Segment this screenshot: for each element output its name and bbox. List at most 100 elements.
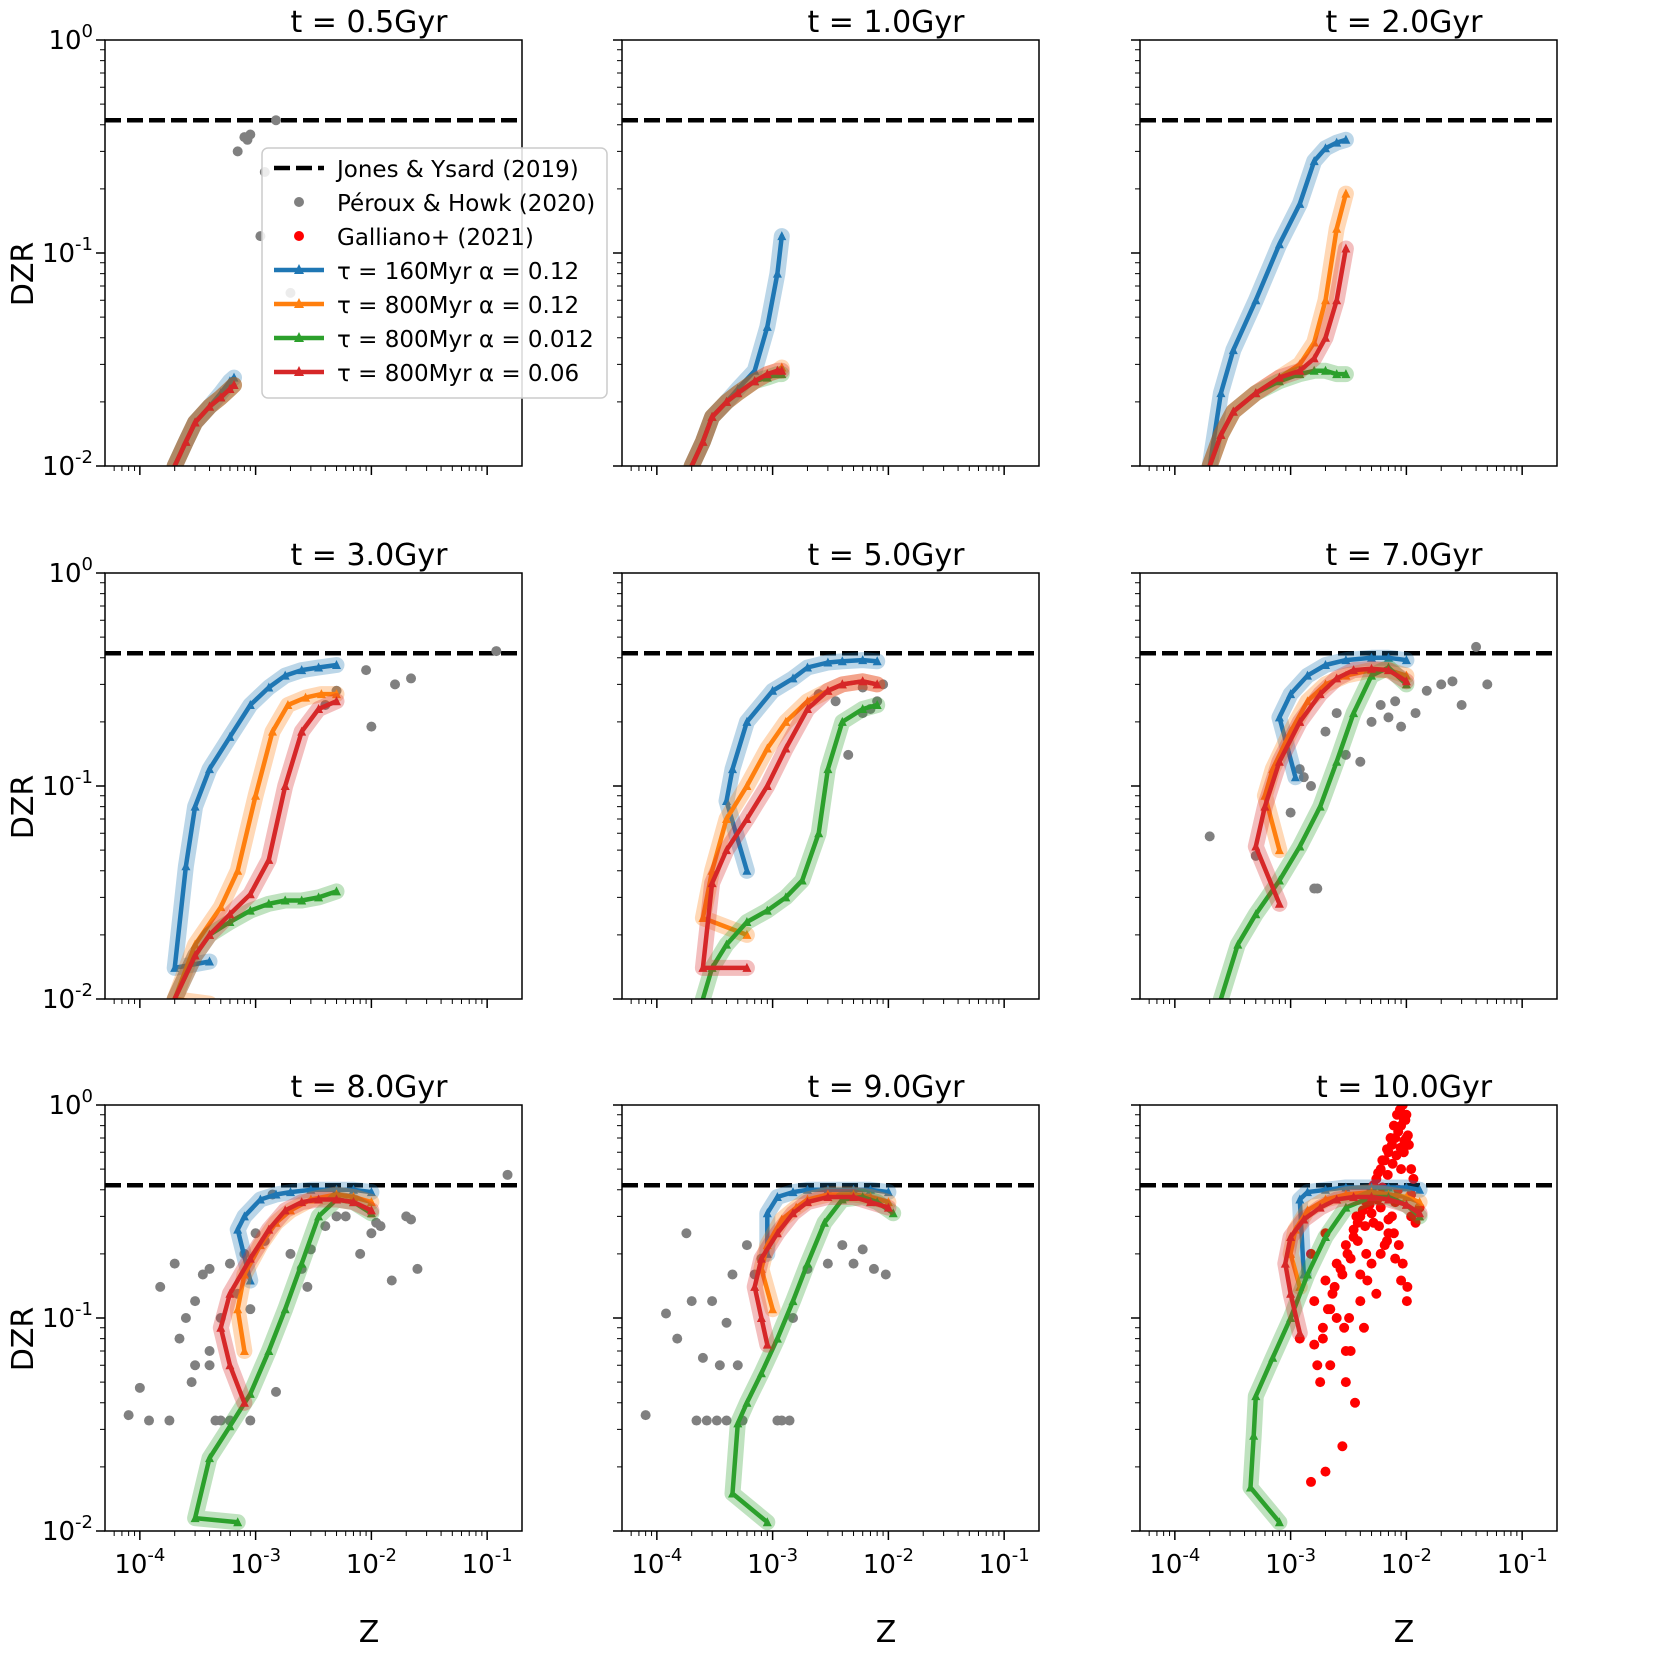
galliano-point — [1339, 1322, 1350, 1333]
peroux-point — [331, 1211, 342, 1222]
peroux-point — [741, 1240, 752, 1251]
peroux-point — [1340, 749, 1351, 760]
galliano-point — [1390, 1253, 1401, 1264]
legend-label: Galliano+ (2021) — [337, 225, 534, 251]
series-marker — [772, 1333, 782, 1343]
series-marker — [823, 1184, 833, 1194]
series-marker — [849, 1192, 858, 1201]
galliano-point — [1355, 1269, 1366, 1280]
series-marker — [1349, 1192, 1359, 1201]
series-marker — [190, 1513, 200, 1523]
series-marker — [1216, 429, 1226, 439]
galliano-point — [1397, 1105, 1408, 1110]
series-marker — [1332, 369, 1342, 379]
galliano-point — [1306, 1248, 1317, 1259]
series-marker — [1367, 1192, 1376, 1201]
series-marker — [314, 1194, 324, 1204]
x-tick-label: 10-1 — [1497, 1545, 1548, 1580]
series-marker — [251, 790, 261, 800]
series-marker — [823, 1192, 833, 1201]
series-marker — [297, 665, 307, 675]
peroux-point — [250, 1228, 261, 1239]
series-marker — [332, 689, 341, 699]
x-tick-exponent: -2 — [1414, 1545, 1432, 1566]
panel — [1131, 39, 1558, 475]
series-marker — [172, 994, 178, 999]
panel-title: t = 9.0Gyr — [807, 1070, 965, 1105]
peroux-point — [691, 1415, 702, 1426]
peroux-point — [164, 1415, 175, 1426]
series-marker — [1321, 143, 1330, 153]
series-marker — [803, 704, 812, 713]
series-marker — [239, 1346, 249, 1355]
series-marker — [866, 1184, 875, 1194]
series-marker — [349, 1192, 358, 1201]
y-tick-label: 10-1 — [42, 1299, 93, 1334]
series-marker — [366, 1187, 376, 1197]
series-marker — [205, 1453, 214, 1463]
series-marker — [742, 1397, 752, 1407]
plot-area — [1140, 1105, 1557, 1531]
peroux-point — [1421, 685, 1432, 696]
peroux-point — [502, 1169, 513, 1180]
series-marker — [280, 1304, 290, 1314]
peroux-point — [1312, 883, 1323, 894]
peroux-point — [1294, 764, 1305, 775]
galliano-point — [1366, 1208, 1377, 1219]
panel-title: t = 1.0Gyr — [807, 5, 965, 40]
series-error-band — [1212, 659, 1415, 999]
plot-area — [622, 1181, 1039, 1531]
peroux-point — [406, 1214, 417, 1225]
plot-frame — [1139, 39, 1558, 467]
series-marker — [1341, 1202, 1351, 1212]
peroux-point — [686, 1296, 697, 1307]
x-tick-label: 10-2 — [1381, 1545, 1432, 1580]
series-marker — [286, 1187, 295, 1197]
peroux-point — [714, 1360, 725, 1371]
peroux-point — [1375, 700, 1386, 711]
x-tick-exponent: -3 — [780, 1545, 798, 1566]
series-marker — [190, 950, 200, 960]
series-marker — [366, 1205, 376, 1215]
series-error-band — [166, 693, 345, 999]
series-marker — [264, 1224, 274, 1234]
peroux-point — [721, 1415, 732, 1426]
x-tick-exponent: -1 — [495, 1545, 513, 1566]
series-marker — [1233, 939, 1243, 949]
x-tick-exponent: -2 — [379, 1545, 397, 1566]
peroux-point — [190, 1296, 201, 1307]
series-marker — [1251, 295, 1261, 305]
series-marker — [888, 1208, 898, 1218]
series-marker — [803, 1197, 812, 1207]
series-marker — [823, 657, 833, 667]
y-tick-exponent: 0 — [82, 554, 93, 575]
series-marker — [1218, 994, 1224, 999]
y-axis-label: DZR — [6, 242, 41, 307]
series-marker — [689, 461, 695, 466]
series-marker — [314, 892, 324, 902]
peroux-point — [174, 1333, 185, 1344]
galliano-point — [1371, 1173, 1382, 1184]
series-marker — [1415, 1197, 1425, 1207]
series-marker — [762, 321, 772, 331]
series-marker — [1274, 756, 1284, 766]
series-marker — [777, 231, 787, 241]
series-marker — [1303, 1205, 1312, 1215]
plot-area — [622, 117, 1039, 466]
panel: 10-2 10-1 100 — [42, 554, 523, 1015]
series-marker — [229, 380, 239, 389]
series-marker — [1367, 652, 1376, 662]
series-marker — [233, 865, 243, 875]
panel-title: t = 2.0Gyr — [1325, 5, 1483, 40]
series-marker — [803, 1184, 812, 1194]
series-line — [172, 698, 339, 999]
series-marker — [1309, 353, 1319, 363]
peroux-point — [1396, 721, 1407, 732]
series-marker — [1341, 1182, 1351, 1192]
series-marker — [205, 929, 214, 939]
series-marker — [1274, 712, 1284, 722]
series-marker — [1321, 365, 1330, 375]
minor-ticks — [1135, 49, 1518, 471]
peroux-point — [784, 1415, 795, 1426]
